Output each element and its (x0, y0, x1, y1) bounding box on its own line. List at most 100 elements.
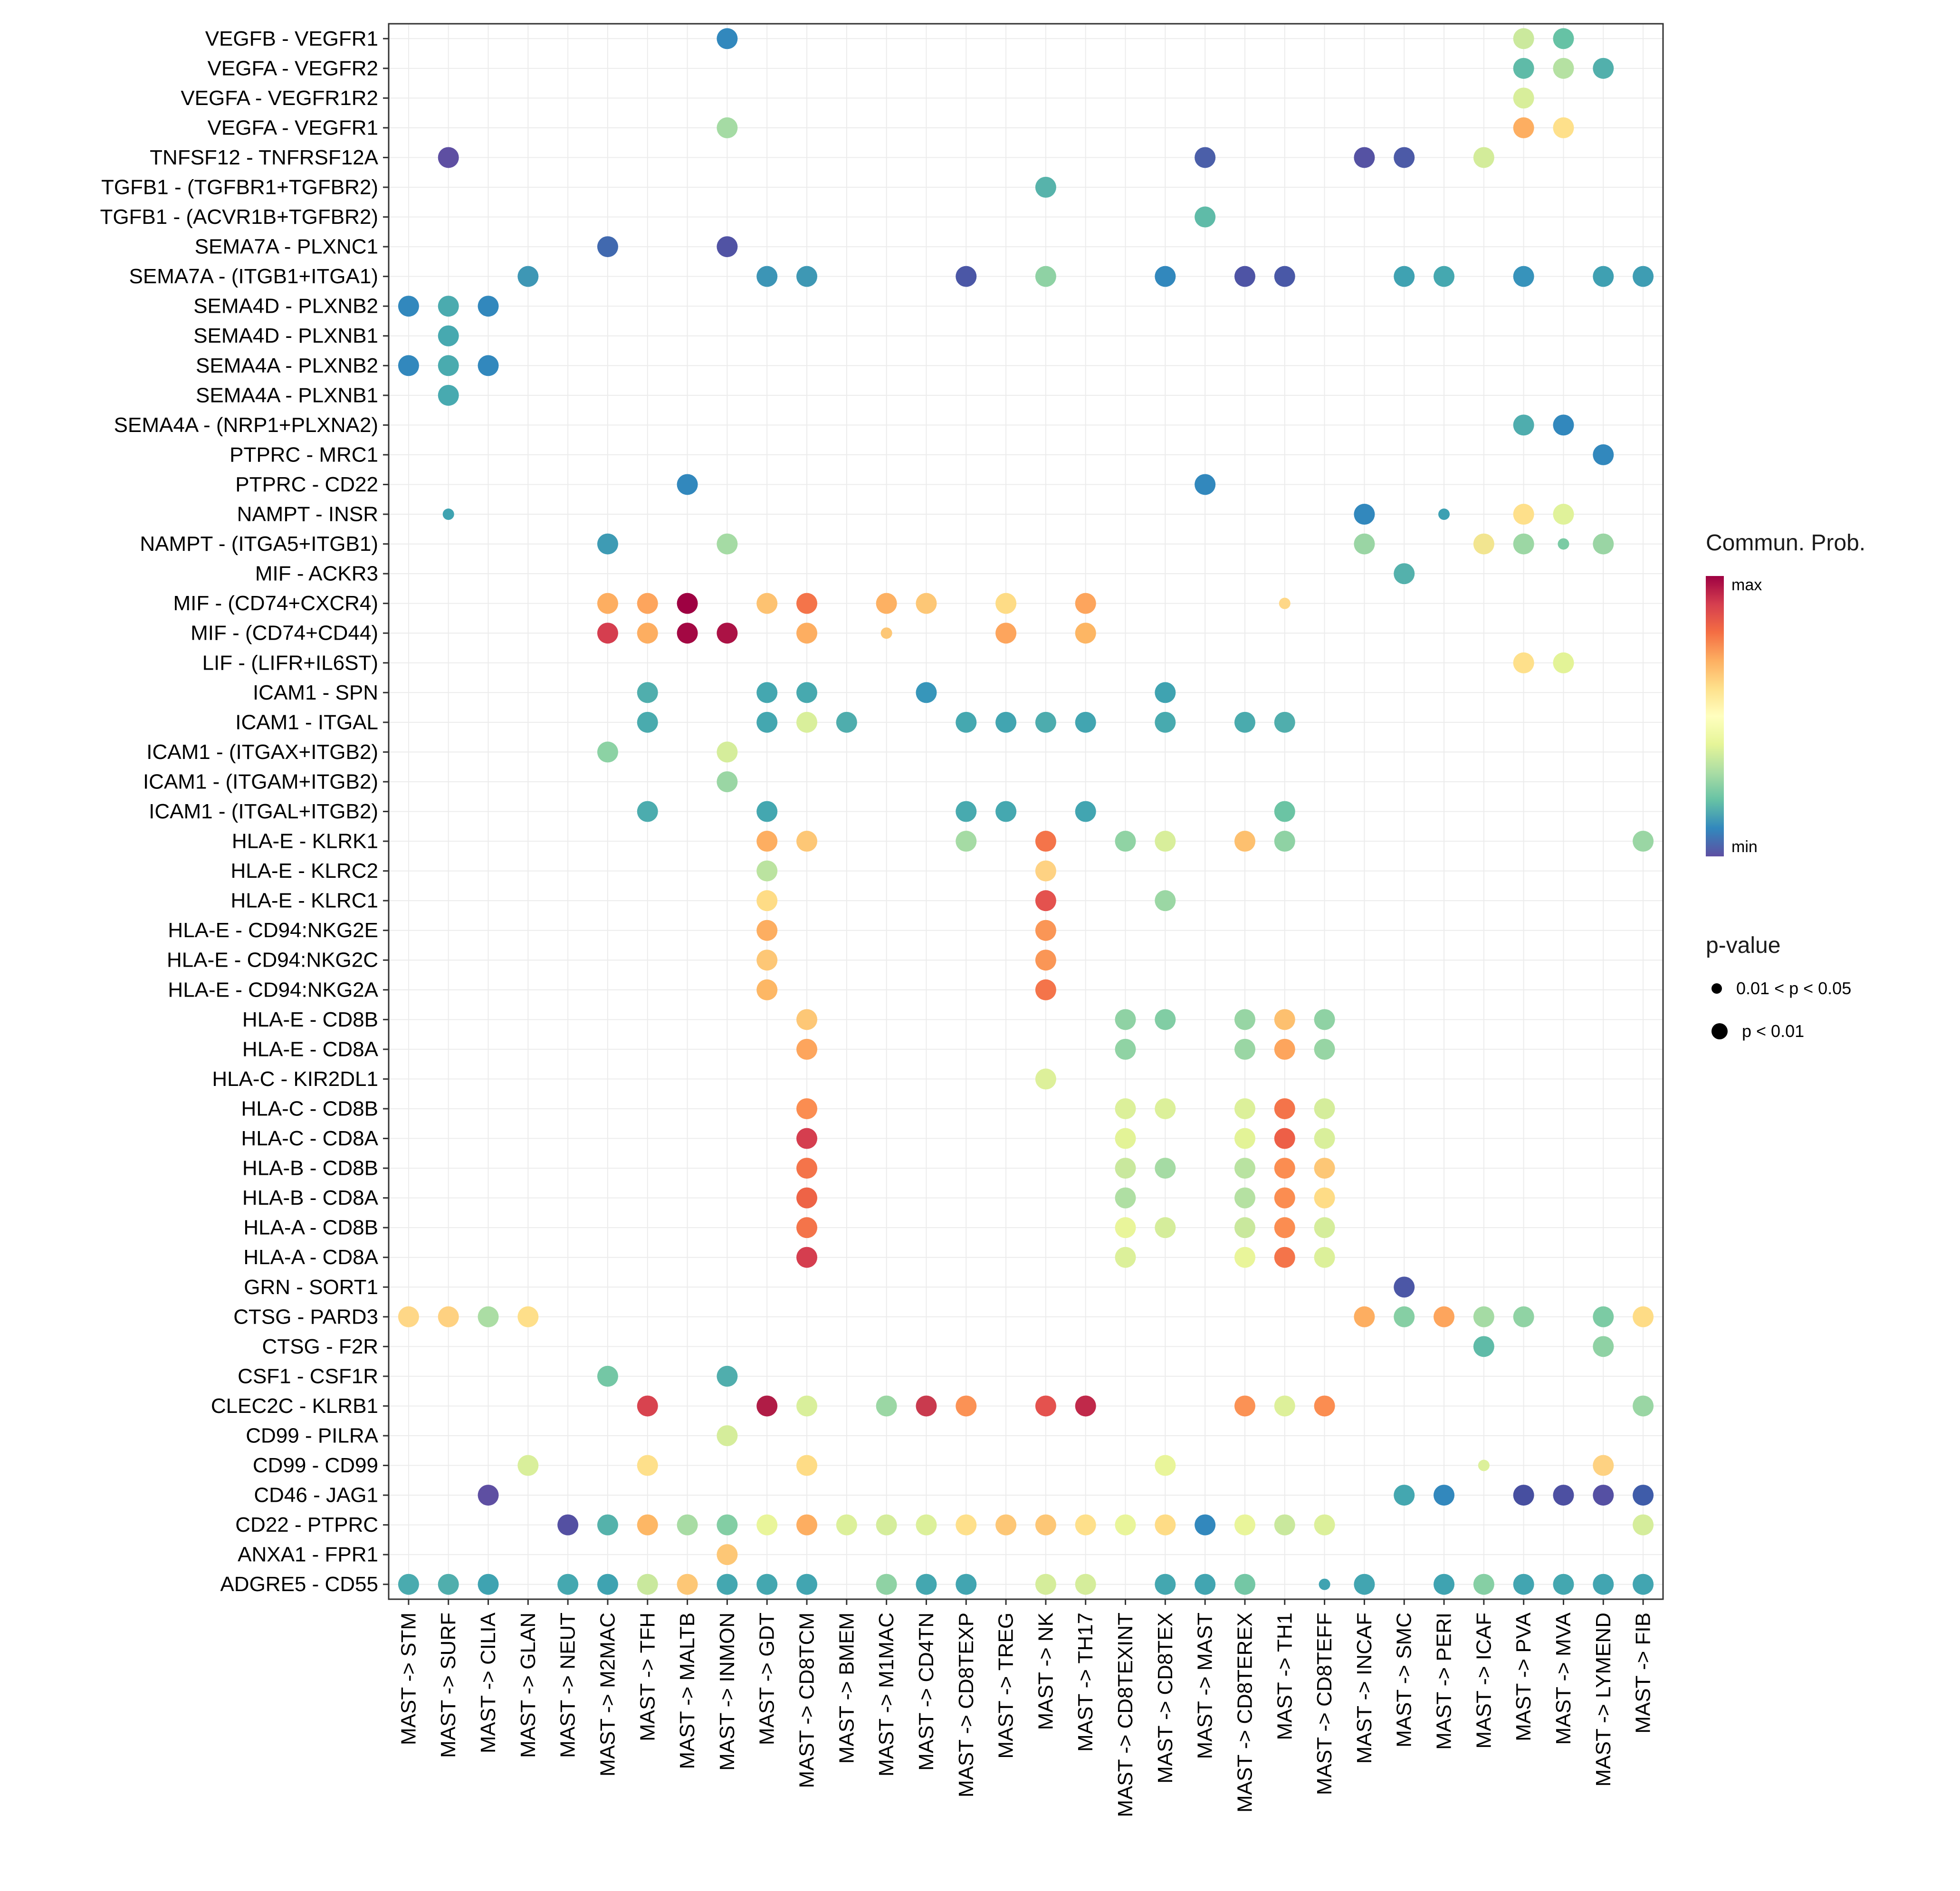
data-point (1434, 1485, 1455, 1506)
y-tick-label: ICAM1 - (ITGAL+ITGB2) (149, 800, 378, 823)
data-point (1195, 1514, 1216, 1536)
pvalue-title: p-value (1706, 933, 1781, 958)
data-point (438, 325, 459, 346)
data-point (637, 1514, 658, 1536)
data-point (756, 890, 778, 912)
data-point (796, 1455, 818, 1476)
data-point (478, 1485, 499, 1506)
data-point (995, 623, 1017, 644)
data-point (1354, 1574, 1375, 1595)
data-point (1553, 1485, 1574, 1506)
y-tick-label: SEMA7A - PLXNC1 (195, 235, 378, 259)
data-point (1553, 28, 1574, 49)
data-point (1115, 1128, 1136, 1149)
data-point (1115, 831, 1136, 852)
data-point (796, 1128, 818, 1149)
x-tick-label: MAST -> GLAN (516, 1613, 540, 1758)
x-tick-label: MAST -> SMC (1393, 1613, 1416, 1747)
data-point (796, 266, 818, 287)
data-point (557, 1514, 579, 1536)
x-tick-label: MAST -> CILIA (477, 1612, 500, 1753)
y-tick-label: PTPRC - MRC1 (229, 443, 378, 466)
data-point (677, 593, 698, 614)
data-point (637, 623, 658, 644)
data-point (1115, 1038, 1136, 1060)
x-tick-label: MAST -> MVA (1552, 1612, 1575, 1745)
data-point (1035, 979, 1056, 1000)
data-point (1314, 1187, 1335, 1209)
data-point (478, 355, 499, 376)
y-tick-label: MIF - ACKR3 (255, 562, 378, 586)
y-tick-label: SEMA4D - PLXNB1 (193, 324, 378, 347)
x-tick-label: MAST -> TH17 (1074, 1613, 1097, 1752)
data-point (876, 1514, 897, 1536)
data-point (1274, 1187, 1295, 1209)
data-point (956, 1514, 977, 1536)
x-tick-label: MAST -> CD8TEX (1154, 1613, 1177, 1784)
data-point (1593, 1306, 1614, 1327)
data-point (1115, 1514, 1136, 1536)
data-point (637, 801, 658, 822)
data-point (1195, 147, 1216, 168)
colorbar-labels: max min (1731, 576, 1762, 856)
y-tick-label: ICAM1 - ITGAL (235, 710, 378, 734)
data-point (1314, 1514, 1335, 1536)
data-point (836, 1514, 857, 1536)
data-point (597, 623, 618, 644)
data-point (637, 711, 658, 733)
x-tick-label: MAST -> CD8TEXP (955, 1613, 978, 1797)
data-point (916, 1395, 937, 1417)
data-point (1195, 1574, 1216, 1595)
data-point (1513, 504, 1534, 525)
data-point (1035, 1514, 1056, 1536)
data-point (398, 1574, 419, 1595)
x-tick-label: MAST -> ICAF (1472, 1613, 1495, 1748)
data-point (1075, 623, 1096, 644)
data-point (1354, 1306, 1375, 1327)
data-point (1274, 1514, 1295, 1536)
data-point (1314, 1038, 1335, 1060)
data-point (1155, 831, 1176, 852)
data-point (1234, 1038, 1255, 1060)
data-point (637, 682, 658, 703)
legend-panel: Commun. Prob. max min p-value 0.01 < p <… (1706, 530, 1953, 1064)
data-point (1553, 504, 1574, 525)
data-point (398, 1306, 419, 1327)
x-tick-label: MAST -> LYMEND (1592, 1613, 1615, 1786)
y-tick-label: HLA-E - KLRC2 (230, 859, 378, 883)
pvalue-item-large: p < 0.01 (1711, 1021, 1953, 1041)
x-tick-label: MAST -> M2MAC (596, 1613, 619, 1776)
data-point (995, 711, 1017, 733)
data-point (1593, 1455, 1614, 1476)
data-point (1633, 1574, 1654, 1595)
data-point (1234, 1574, 1255, 1595)
data-point (836, 711, 857, 733)
x-tick-label: MAST -> CD8TEXINT (1114, 1613, 1137, 1817)
pvalue-large-label: p < 0.01 (1742, 1021, 1805, 1041)
x-tick-label: MAST -> TFH (636, 1613, 659, 1741)
data-point (1394, 147, 1415, 168)
data-point (995, 593, 1017, 614)
y-tick-label: CD99 - PILRA (246, 1424, 378, 1447)
data-point (1274, 1158, 1295, 1179)
data-point (597, 1514, 618, 1536)
data-point (1434, 1574, 1455, 1595)
data-point (1593, 444, 1614, 465)
x-tick-label: MAST -> MALTB (676, 1613, 699, 1769)
data-point (796, 1395, 818, 1417)
data-point (1274, 1038, 1295, 1060)
data-point (1394, 1306, 1415, 1327)
data-point (1115, 1187, 1136, 1209)
data-point (1314, 1098, 1335, 1119)
data-point (557, 1574, 579, 1595)
data-point (1075, 1514, 1096, 1536)
data-point (637, 1395, 658, 1417)
data-point (1234, 1514, 1255, 1536)
y-tick-label: HLA-C - CD8A (241, 1127, 379, 1150)
colorbar-group: max min (1706, 576, 1953, 856)
data-point (876, 1574, 897, 1595)
data-point (1115, 1009, 1136, 1030)
data-point (1115, 1098, 1136, 1119)
data-point (1234, 1187, 1255, 1209)
colorbar-gradient (1706, 576, 1724, 856)
